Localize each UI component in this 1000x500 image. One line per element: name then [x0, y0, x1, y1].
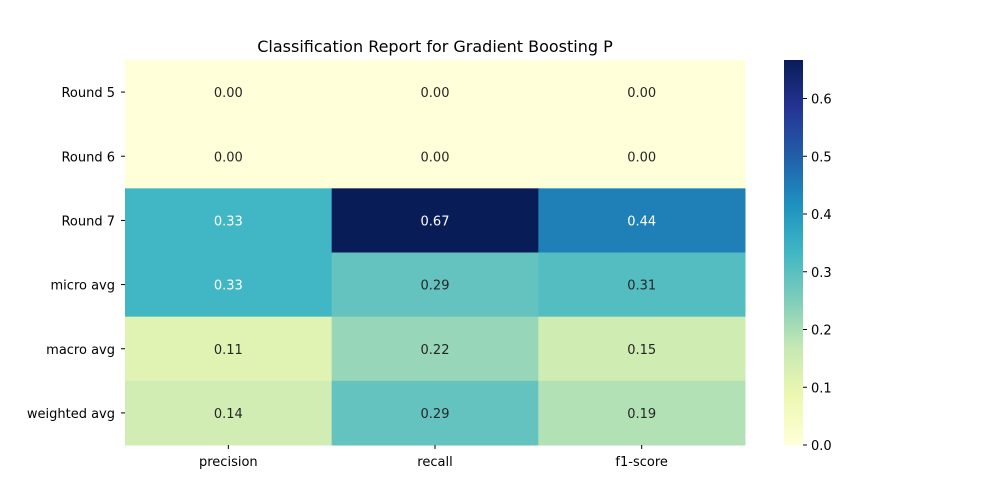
cell-value-label: 0.29: [421, 279, 450, 294]
heatmap-cell: [538, 124, 746, 189]
heatmap-cell: [331, 380, 539, 446]
row-tick-label: Round 7: [61, 214, 115, 229]
cell-value-label: 0.00: [421, 150, 450, 165]
heatmap-cell: [125, 380, 333, 446]
column-tick-label: f1-score: [615, 455, 667, 470]
cell-value-label: 0.31: [627, 279, 656, 294]
heatmap-cell: [331, 252, 539, 318]
heatmap-cell: [538, 60, 746, 125]
cell-value-label: 0.00: [214, 86, 243, 101]
heatmap-cell: [538, 252, 746, 318]
colorbar-tick-label: 0.5: [811, 150, 832, 165]
cell-value-label: 0.44: [627, 214, 656, 229]
cell-value-label: 0.00: [627, 150, 656, 165]
row-tick-label: macro avg: [46, 343, 115, 358]
cell-value-label: 0.15: [627, 343, 656, 358]
column-tick-label: recall: [417, 455, 452, 470]
column-tick-label: precision: [199, 455, 258, 470]
row-tick-label: weighted avg: [27, 407, 115, 422]
heatmap-cell: [125, 60, 333, 125]
cell-value-label: 0.11: [214, 343, 243, 358]
heatmap-cell: [538, 380, 746, 446]
cell-value-label: 0.00: [627, 86, 656, 101]
cell-value-label: 0.19: [627, 407, 656, 422]
heatmap-cell: [331, 60, 539, 125]
heatmap-cell: [331, 316, 539, 382]
colorbar-tick-label: 0.0: [811, 439, 832, 454]
colorbar-tick-label: 0.3: [811, 266, 832, 281]
cell-value-label: 0.33: [214, 279, 243, 294]
heatmap-cell: [125, 124, 333, 189]
heatmap-cell: [538, 188, 746, 253]
heatmap-cell: [331, 124, 539, 189]
colorbar-tick-label: 0.2: [811, 324, 832, 339]
chart-title: Classification Report for Gradient Boost…: [257, 37, 613, 56]
row-tick-label: Round 6: [61, 150, 115, 165]
heatmap-cell: [125, 316, 333, 382]
colorbar-tick-label: 0.1: [811, 381, 832, 396]
cell-value-label: 0.14: [214, 407, 243, 422]
cell-value-label: 0.00: [214, 150, 243, 165]
heatmap-cell: [538, 316, 746, 382]
cell-value-label: 0.00: [421, 86, 450, 101]
cell-value-label: 0.67: [421, 214, 450, 229]
row-tick-label: Round 5: [61, 86, 115, 101]
cell-value-label: 0.29: [421, 407, 450, 422]
colorbar-tick-label: 0.4: [811, 208, 832, 223]
cell-value-label: 0.22: [421, 343, 450, 358]
heatmap-cell: [125, 188, 333, 253]
colorbar-tick-label: 0.6: [811, 93, 832, 108]
heatmap-cell: [125, 252, 333, 318]
cell-value-label: 0.33: [214, 214, 243, 229]
row-tick-label: micro avg: [51, 279, 115, 294]
heatmap-cell: [331, 188, 539, 253]
colorbar: [784, 60, 803, 445]
